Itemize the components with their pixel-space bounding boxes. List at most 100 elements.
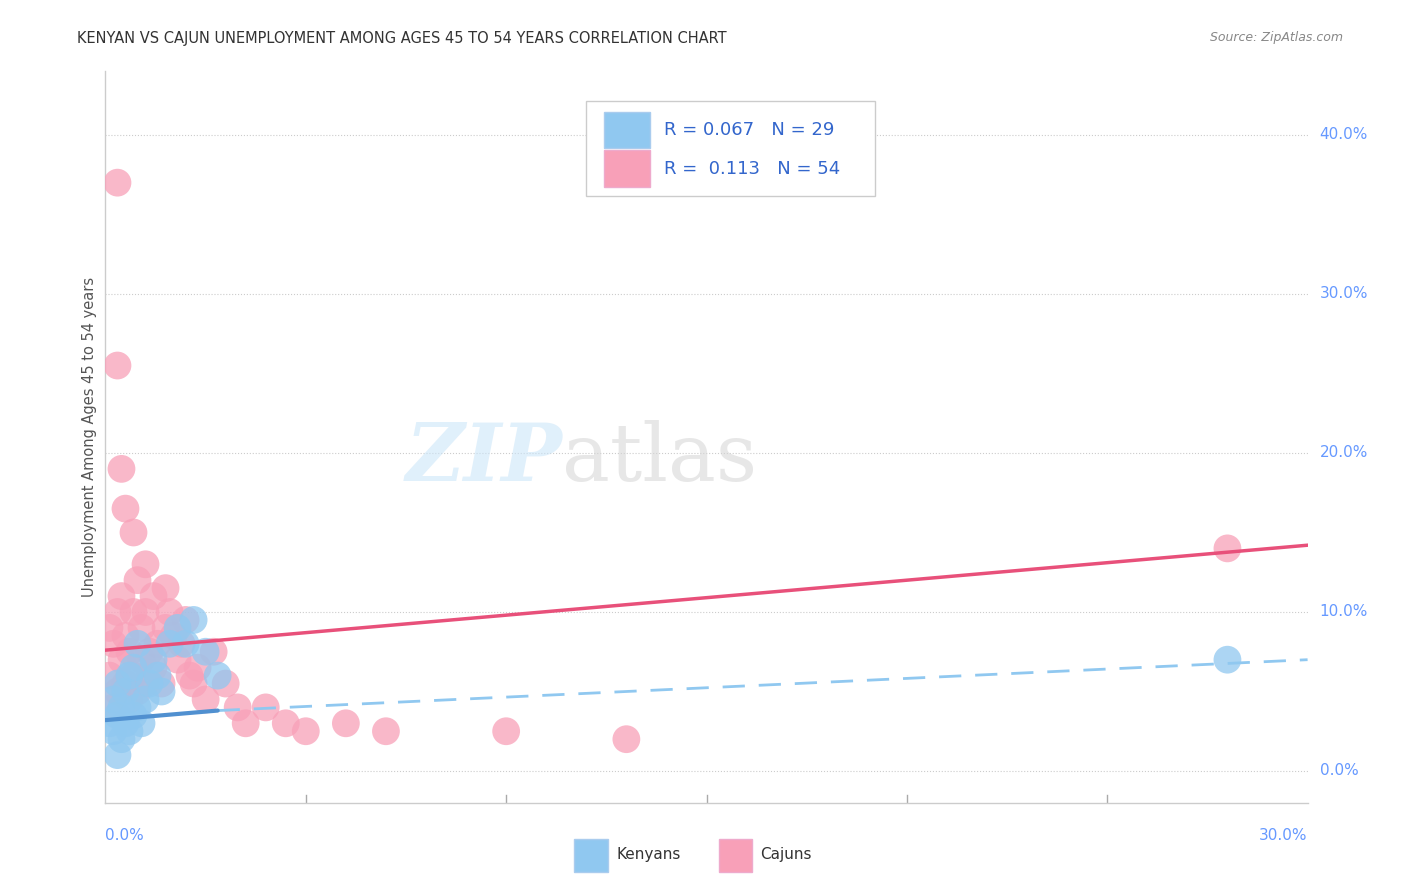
Point (118, 645, 141, 659)
Point (183, 676, 205, 690)
Point (107, 359, 129, 373)
Point (127, 700, 149, 714)
Text: 20.0%: 20.0% (1320, 445, 1368, 460)
Point (162, 629, 184, 643)
Point (226, 700, 249, 714)
Bar (605, 112, 650, 148)
Point (98, 716, 121, 731)
Point (254, 700, 277, 714)
Text: R =  0.113   N = 54: R = 0.113 N = 54 (665, 160, 841, 178)
Point (127, 637, 149, 651)
Point (146, 637, 169, 651)
Text: Cajuns: Cajuns (761, 847, 813, 862)
Point (146, 668, 169, 682)
Point (214, 676, 236, 690)
Point (107, 176, 129, 190)
Point (202, 645, 225, 659)
Point (138, 676, 160, 690)
Point (335, 716, 357, 731)
Text: R = 0.067   N = 29: R = 0.067 N = 29 (665, 121, 835, 139)
Text: atlas: atlas (562, 420, 758, 498)
Text: ZIP: ZIP (405, 420, 562, 498)
FancyBboxPatch shape (586, 101, 875, 195)
Point (122, 605, 145, 619)
Point (142, 589, 165, 603)
Point (194, 645, 217, 659)
Bar (574, 839, 607, 872)
Point (170, 637, 193, 651)
Point (295, 724, 318, 739)
Point (107, 676, 129, 690)
Point (155, 581, 177, 595)
Y-axis label: Unemployment Among Ages 45 to 54 years: Unemployment Among Ages 45 to 54 years (82, 277, 97, 597)
Bar (718, 839, 752, 872)
Point (174, 637, 197, 651)
Point (118, 668, 141, 682)
Point (131, 716, 153, 731)
Point (135, 692, 157, 706)
Point (114, 676, 136, 690)
Point (107, 605, 129, 619)
Text: Kenyans: Kenyans (616, 847, 681, 862)
Point (183, 613, 205, 627)
Text: Source: ZipAtlas.com: Source: ZipAtlas.com (1209, 31, 1343, 45)
Point (131, 653, 153, 667)
Point (207, 668, 229, 682)
Point (127, 573, 149, 587)
Text: KENYAN VS CAJUN UNEMPLOYMENT AMONG AGES 45 TO 54 YEARS CORRELATION CHART: KENYAN VS CAJUN UNEMPLOYMENT AMONG AGES … (77, 31, 727, 46)
Point (616, 732, 638, 747)
Point (114, 716, 136, 731)
Point (110, 732, 132, 747)
Point (107, 708, 129, 723)
Point (166, 653, 188, 667)
Point (103, 692, 125, 706)
Point (155, 621, 177, 635)
Point (122, 668, 145, 682)
Point (150, 676, 173, 690)
Point (122, 708, 145, 723)
Text: 10.0%: 10.0% (1320, 605, 1368, 619)
Point (118, 692, 141, 706)
Point (187, 660, 209, 674)
Point (110, 589, 132, 603)
Point (103, 700, 125, 714)
Point (127, 684, 149, 698)
Text: 0.0%: 0.0% (105, 829, 145, 843)
Point (274, 716, 297, 731)
Point (135, 605, 157, 619)
Point (159, 637, 181, 651)
Point (159, 605, 181, 619)
Bar (605, 151, 650, 187)
Point (135, 676, 157, 690)
Point (135, 558, 157, 572)
Point (142, 660, 165, 674)
Point (174, 613, 197, 627)
Point (142, 653, 165, 667)
Point (374, 724, 398, 739)
Point (122, 660, 145, 674)
Point (110, 462, 132, 476)
Point (107, 684, 129, 698)
Point (110, 700, 132, 714)
Point (114, 629, 136, 643)
Point (122, 525, 145, 540)
Point (107, 748, 129, 763)
Point (118, 724, 141, 739)
Point (98, 621, 121, 635)
Point (166, 621, 188, 635)
Point (150, 684, 173, 698)
Point (179, 668, 201, 682)
Point (98, 668, 121, 682)
Point (1216, 653, 1239, 667)
Point (235, 716, 257, 731)
Point (495, 724, 517, 739)
Point (138, 645, 160, 659)
Text: 30.0%: 30.0% (1260, 829, 1308, 843)
Point (114, 501, 136, 516)
Point (131, 621, 153, 635)
Text: 40.0%: 40.0% (1320, 128, 1368, 143)
Point (194, 692, 217, 706)
Point (103, 724, 125, 739)
Point (103, 637, 125, 651)
Point (110, 653, 132, 667)
